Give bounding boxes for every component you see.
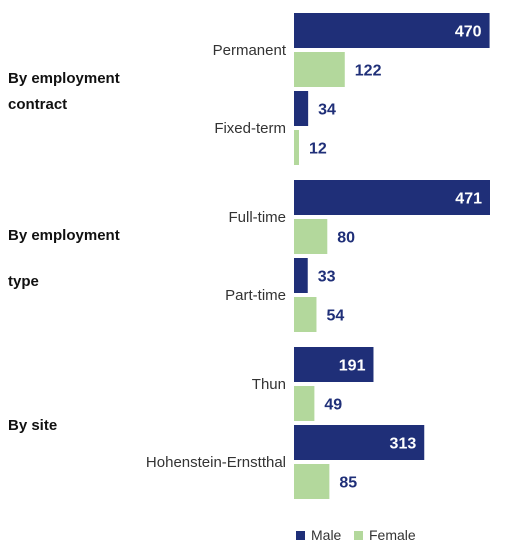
male-value-label: 470 (455, 24, 482, 41)
male-legend-swatch (296, 531, 305, 540)
male-legend-label: Male (311, 527, 342, 543)
category-label: Fixed-term (214, 120, 286, 137)
group-label: By employment (8, 227, 120, 244)
female-bar (294, 297, 317, 332)
male-value-label: 191 (339, 358, 366, 375)
category-label: Hohenstein-Ernstthal (146, 454, 286, 471)
category-label: Thun (252, 376, 286, 393)
female-bar (294, 130, 299, 165)
category-label: Permanent (213, 42, 287, 59)
female-bar (294, 219, 328, 254)
group-label: By site (8, 417, 57, 434)
male-value-label: 471 (455, 191, 482, 208)
female-legend-swatch (354, 531, 363, 540)
male-bar (294, 180, 490, 215)
category-label: Part-time (225, 287, 286, 304)
female-value-label: 122 (355, 63, 382, 80)
female-bar (294, 464, 330, 499)
male-value-label: 313 (390, 436, 417, 453)
male-bar (294, 258, 308, 293)
female-value-label: 54 (326, 308, 344, 325)
female-value-label: 80 (337, 230, 355, 247)
male-bar (294, 13, 490, 48)
female-value-label: 12 (309, 141, 327, 158)
female-value-label: 49 (324, 397, 342, 414)
female-bar (294, 52, 345, 87)
male-bar (294, 347, 374, 382)
male-bar (294, 425, 425, 460)
category-label: Full-time (228, 209, 286, 226)
male-value-label: 33 (318, 269, 336, 286)
group-label: contract (8, 96, 67, 113)
group-label: type (8, 273, 39, 290)
male-bar (294, 91, 309, 126)
male-value-label: 34 (318, 102, 336, 119)
female-bar (294, 386, 315, 421)
female-legend-label: Female (369, 527, 416, 543)
group-label: By employment (8, 70, 120, 87)
female-value-label: 85 (339, 475, 357, 492)
